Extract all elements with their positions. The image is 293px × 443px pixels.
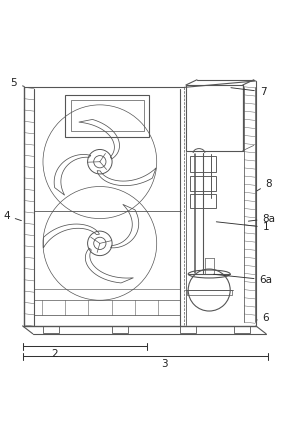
Text: 7: 7	[231, 87, 266, 97]
Bar	[190, 176, 216, 191]
Text: 4: 4	[3, 211, 21, 221]
Bar	[112, 326, 127, 333]
Text: 1: 1	[216, 222, 269, 232]
Bar	[190, 156, 216, 172]
Text: 6a: 6a	[213, 274, 272, 285]
Text: 3: 3	[161, 359, 167, 369]
Text: 8: 8	[257, 179, 272, 191]
Bar	[186, 85, 243, 151]
Bar	[43, 326, 59, 333]
Bar	[190, 194, 216, 208]
Bar	[71, 101, 144, 131]
Bar	[187, 290, 232, 295]
Bar	[180, 326, 196, 333]
Bar	[234, 326, 250, 333]
Bar	[65, 95, 149, 137]
Text: 8a: 8a	[248, 214, 275, 224]
Text: 5: 5	[11, 78, 24, 88]
Text: 2: 2	[51, 350, 58, 359]
Text: 6: 6	[257, 313, 269, 323]
